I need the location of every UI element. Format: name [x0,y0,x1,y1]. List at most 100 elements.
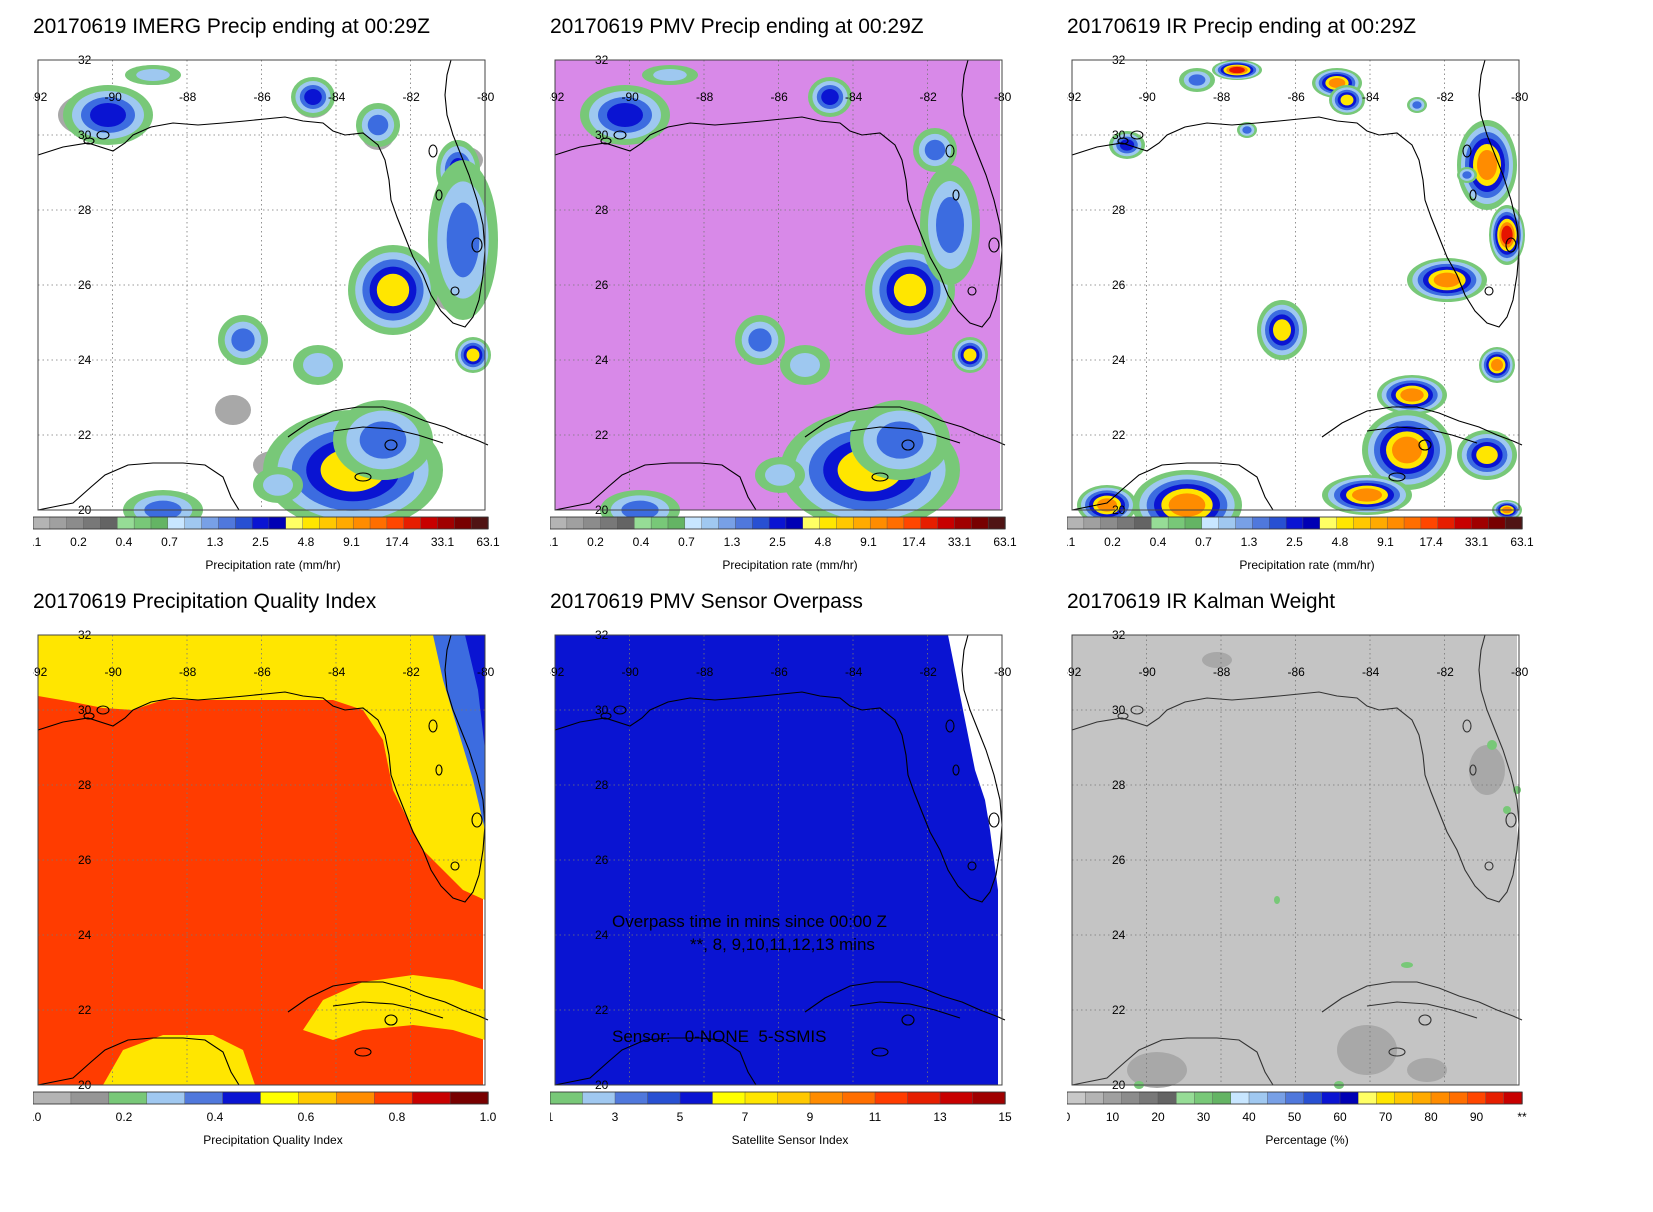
colorbar-swatch [1353,516,1372,530]
lat-tick-label: 26 [78,853,92,867]
precip-cell [1212,60,1262,80]
lon-tick-label: -86 [254,90,272,104]
lon-tick-label: -84 [1362,90,1380,104]
lon-tick-label: -86 [771,90,789,104]
colorbar-swatch [251,516,270,530]
colorbar-swatch [1235,516,1254,530]
colorbar-frame [1067,1091,1523,1105]
colorbar-swatch [886,516,905,530]
colorbar-swatch [1184,516,1203,530]
lat-tick-label: 24 [78,928,92,942]
panel-title: 20170619 PMV Precip ending at 00:29Z [550,15,924,38]
lon-tick-label: -86 [254,665,272,679]
colorbar-swatch [972,1091,1006,1105]
colorbar-swatch [744,1091,779,1105]
colorbar-tick-label: 1.3 [1241,535,1258,549]
colorbar-tick-label: 17.4 [902,535,926,549]
lat-tick-label: 28 [1112,203,1126,217]
colorbar-tick-label: 33.1 [1465,535,1489,549]
coastline [554,634,1006,1086]
colorbar-tick-label: 0.4 [1150,535,1167,549]
colorbar-swatch [647,1091,681,1105]
colorbar-tick-label: 80 [1424,1110,1438,1124]
colorbar-swatch [1394,1091,1414,1105]
colorbar-swatch [768,516,787,530]
precip-cell [291,77,335,117]
colorbar-label: Precipitation rate (mm/hr) [1239,558,1375,572]
colorbar-swatch [1370,516,1388,530]
colorbar-swatch [1100,516,1119,530]
colorbar-swatch [1303,1091,1323,1105]
precip-cell [952,337,988,373]
precip-cell [1457,120,1517,210]
colorbar-frame [1067,516,1523,530]
lat-tick-label: 26 [595,853,609,867]
lon-tick-label: -80 [1511,665,1529,679]
colorbar-swatch [836,516,855,530]
lon-tick-label: -90 [105,665,123,679]
colorbar-tick-label: 2.5 [252,535,269,549]
lon-tick-label: -88 [696,90,714,104]
colorbar-label: Precipitation Quality Index [203,1133,343,1147]
colorbar-swatch [939,1091,974,1105]
lon-tick-label: -88 [696,665,714,679]
lat-tick-label: 32 [78,55,92,67]
precip-cell [293,345,343,385]
lat-tick-label: 30 [78,128,92,142]
colorbar-swatch [1302,516,1321,530]
colorbar-swatch [1269,516,1287,530]
light-precip-patch [1337,1025,1397,1075]
colorbar-swatch [1151,516,1169,530]
lat-tick-label: 30 [1112,703,1126,717]
colorbar-tick-label: 9.1 [860,535,877,549]
colorbar-swatch [70,1091,110,1105]
lon-tick-label: -90 [622,665,640,679]
colorbar-swatch [650,516,669,530]
colorbar-swatch [100,516,118,530]
colorbar-swatch [1117,516,1136,530]
precip-cell [1077,485,1137,525]
colorbar-swatch [386,516,405,530]
colorbar-tick-label: 50 [1288,1110,1302,1124]
light-precip-patch [1127,1052,1187,1088]
colorbar-swatch [1083,516,1102,530]
colorbar-tick-label: 0.1 [33,535,42,549]
colorbar-swatch [1175,1091,1196,1105]
colorbar-tick-label: 17.4 [385,535,409,549]
colorbar: 0.1 0.2 0.4 0.7 1.3 2.5 4.8 9.1 17.4 33.1 63.1 [550,516,1017,549]
colorbar-swatch [1230,1091,1250,1105]
panel-ir: 20170619 IR Precip ending at 00:29Z 32 30… [1067,15,1587,615]
lat-tick-label: 28 [595,778,609,792]
panel-title: 20170619 Precipitation Quality Index [33,590,377,613]
colorbar-label: Precipitation rate (mm/hr) [205,558,341,572]
panel-title: 20170619 PMV Sensor Overpass [550,590,863,613]
colorbar-swatch [108,1091,148,1105]
precip-cell [218,315,268,365]
colorbar-swatch [853,516,871,530]
panel-quality-index: 20170619 Precipitation Quality Index 32 3… [33,590,553,1190]
colorbar-swatch [874,1091,909,1105]
colorbar-tick-label: 0.6 [298,1110,315,1124]
colorbar-swatch [33,1091,72,1105]
lat-tick-label: 22 [595,1003,609,1017]
lat-tick-label: 24 [78,353,92,367]
lon-tick-label: -80 [477,90,495,104]
colorbar-swatch [1420,516,1439,530]
lat-tick-label: 32 [1112,55,1126,67]
colorbar-swatch [1121,1091,1141,1105]
colorbar-tick-label: 33.1 [948,535,972,549]
lat-tick-label: 22 [78,1003,92,1017]
lat-tick-label: 32 [595,630,609,642]
colorbar-swatch [1336,516,1355,530]
precip-cell [63,85,153,145]
colorbar-tick-label: 0.7 [678,535,695,549]
panel-kalman-weight: 20170619 IR Kalman Weight 32 30 28 26 24 22 20… [1067,590,1587,1190]
lon-tick-label: -80 [994,90,1012,104]
colorbar-swatch [550,1091,584,1105]
coastline [1071,634,1523,1086]
lat-tick-label: 32 [595,55,609,67]
